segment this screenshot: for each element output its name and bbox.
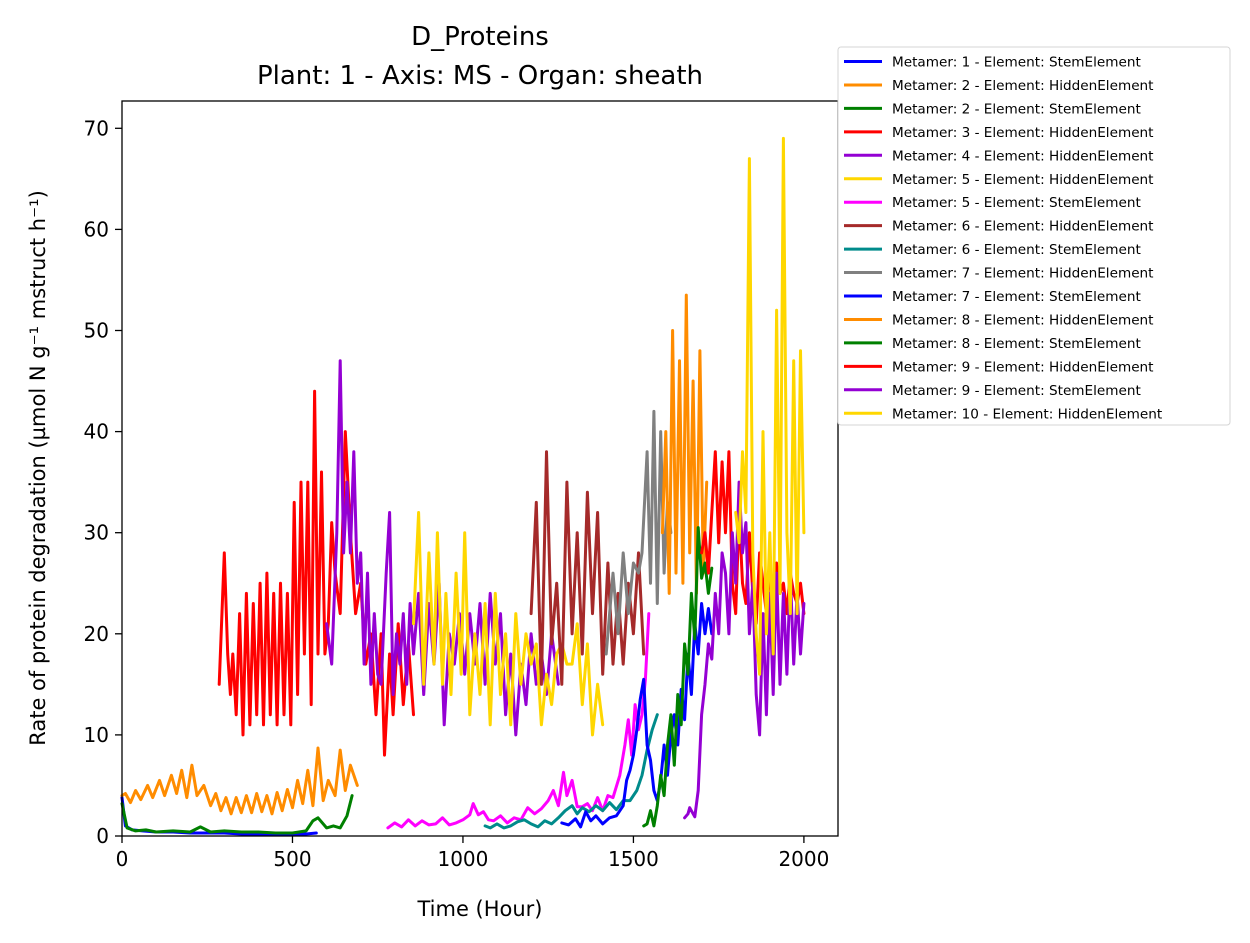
series-line-4 (217, 389, 415, 757)
legend-label: Metamer: 7 - Element: HiddenElement (892, 266, 1154, 282)
legend-label: Metamer: 4 - Element: HiddenElement (892, 148, 1154, 164)
series-line-6 (412, 511, 605, 737)
legend-frame (837, 46, 1231, 426)
legend-label: Metamer: 6 - Element: StemElement (892, 242, 1141, 258)
legend-label: Metamer: 9 - Element: StemElement (892, 383, 1141, 399)
x-tick-label: 1500 (608, 847, 659, 871)
x-axis-label: Time (Hour) (416, 897, 542, 921)
series-line-7 (386, 612, 651, 830)
series-line-11 (560, 602, 714, 829)
series-line-8 (529, 450, 646, 686)
y-tick-label: 50 (84, 318, 109, 342)
y-tick-label: 70 (84, 116, 109, 140)
y-tick-label: 30 (84, 521, 109, 545)
x-tick-label: 0 (116, 847, 129, 871)
legend-label: Metamer: 8 - Element: HiddenElement (892, 312, 1154, 328)
y-tick-label: 0 (96, 824, 109, 848)
legend-label: Metamer: 2 - Element: HiddenElement (892, 78, 1154, 94)
x-tick-label: 2000 (778, 847, 829, 871)
legend-label: Metamer: 3 - Element: HiddenElement (892, 125, 1154, 141)
legend: Metamer: 1 - Element: StemElement Metamer… (837, 46, 1231, 426)
legend-label: Metamer: 7 - Element: StemElement (892, 289, 1141, 305)
plot-frame (121, 100, 839, 837)
series-line-9 (483, 713, 659, 830)
legend-label: Metamer: 1 - Element: StemElement (892, 55, 1141, 71)
chart-title: D_Proteins (411, 22, 549, 52)
legend-label: Metamer: 8 - Element: StemElement (892, 336, 1141, 352)
series-line-15 (683, 480, 806, 820)
legend-label: Metamer: 5 - Element: HiddenElement (892, 172, 1154, 188)
x-tick-label: 1000 (437, 847, 488, 871)
series-line-3 (120, 794, 354, 835)
legend-label: Metamer: 10 - Element: HiddenElement (892, 406, 1162, 422)
legend-label: Metamer: 2 - Element: StemElement (892, 101, 1141, 117)
series-line-13 (642, 526, 714, 828)
x-tick-label: 500 (273, 847, 311, 871)
series-line-2 (120, 746, 359, 816)
y-tick-label: 10 (84, 723, 109, 747)
y-tick-label: 60 (84, 217, 109, 241)
series-line-12 (660, 293, 709, 595)
y-axis-label: Rate of protein degradation (µmol N g⁻¹ … (26, 190, 50, 746)
y-tick-label: 40 (84, 420, 109, 444)
legend-label: Metamer: 6 - Element: HiddenElement (892, 219, 1154, 235)
series-lines (120, 136, 806, 836)
axis-ticks: 0 500 1000 1500 2000 0 10 20 30 40 50 60 70 (84, 116, 830, 871)
legend-label: Metamer: 5 - Element: StemElement (892, 195, 1141, 211)
legend-label: Metamer: 9 - Element: HiddenElement (892, 359, 1154, 375)
chart-subtitle: Plant: 1 - Axis: MS - Organ: sheath (257, 61, 703, 91)
series-line-16 (734, 136, 806, 676)
y-tick-label: 20 (84, 622, 109, 646)
